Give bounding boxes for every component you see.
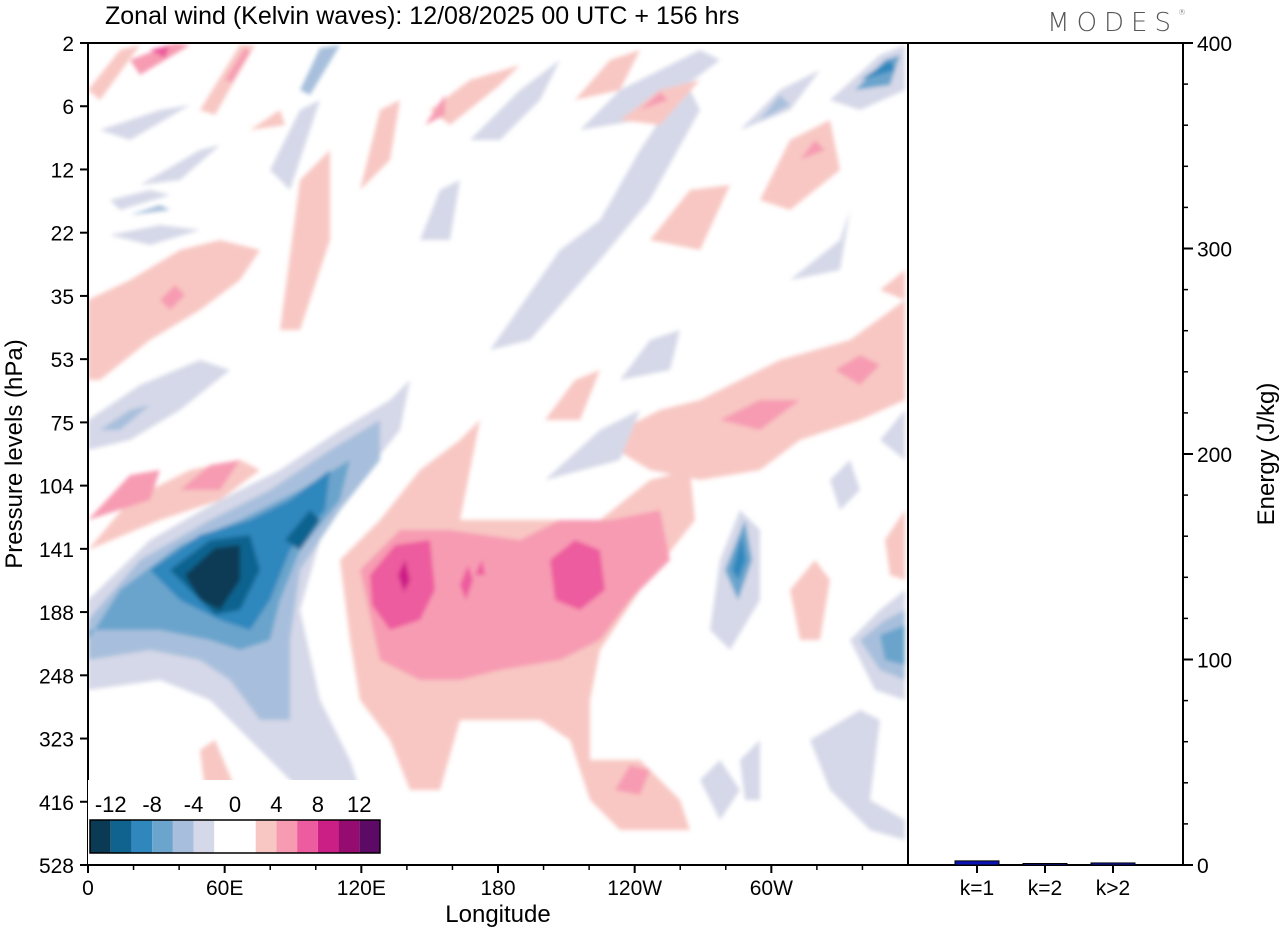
energy-tick-label: 400 <box>1197 33 1232 56</box>
energy-axis-label: Energy (J/kg) <box>1253 383 1280 526</box>
energy-tick-label: 200 <box>1197 444 1232 467</box>
y-tick-label: 323 <box>39 729 74 752</box>
colorbar-label: 12 <box>347 792 371 817</box>
colorbar-swatch <box>276 820 298 853</box>
y-axis-label: Pressure levels (hPa) <box>1 339 28 568</box>
colorbar-swatch <box>90 820 111 853</box>
colorbar-swatch <box>193 820 215 853</box>
energy-bar <box>954 860 1000 866</box>
mid-level-anomaly-bands <box>88 240 905 550</box>
colorbar-label: -4 <box>184 792 204 817</box>
energy-bars: k=1 k=2 k>2 <box>954 860 1136 900</box>
y-tick-label: 6 <box>62 96 74 119</box>
colorbar-label: -8 <box>142 792 162 817</box>
y-tick-label: 104 <box>39 476 74 499</box>
y-tick-label: 2 <box>62 33 74 56</box>
colorbar-label: 0 <box>229 792 241 817</box>
brand-mark: ® <box>1178 8 1186 18</box>
y-tick-label: 248 <box>39 665 74 688</box>
y-tick-label: 22 <box>51 223 74 246</box>
colorbar-label: -12 <box>95 792 127 817</box>
energy-bar <box>1090 862 1136 866</box>
energy-category-label: k=1 <box>960 877 994 900</box>
energy-category-label: k=2 <box>1028 877 1062 900</box>
eastern-pacific-contours <box>700 410 905 840</box>
x-tick-label: 120E <box>337 877 386 900</box>
colorbar-swatch <box>317 820 339 853</box>
longitude-axis: 0 60E 120E 180 120W 60W <box>82 865 864 900</box>
colorbar-frame <box>89 819 381 854</box>
brand-text: MODES <box>1047 8 1178 38</box>
modes-brand: MODES® <box>1047 8 1186 38</box>
easterly-jet-contours <box>88 380 410 820</box>
colorbar-label: 4 <box>270 792 282 817</box>
x-tick-label: 0 <box>82 877 94 900</box>
colorbar-swatch <box>131 820 153 853</box>
colorbar-swatch <box>214 820 235 853</box>
energy-bar <box>1022 863 1068 866</box>
x-tick-label: 60W <box>750 877 793 900</box>
colorbar-swatch <box>172 820 194 853</box>
colorbar-swatch <box>152 820 173 853</box>
colorbar-swatch <box>359 820 380 853</box>
energy-panel-frame <box>907 42 1184 866</box>
y-tick-label: 53 <box>51 349 74 372</box>
pressure-level-axis: 2 6 12 22 35 53 75 104 141 188 248 323 416 528 <box>39 33 88 878</box>
wind-contour-field <box>88 43 905 840</box>
x-axis-label: Longitude <box>445 901 550 928</box>
energy-tick-label: 100 <box>1197 650 1232 673</box>
energy-category-label: k>2 <box>1096 877 1130 900</box>
y-tick-label: 188 <box>39 602 74 625</box>
x-tick-label: 180 <box>480 877 515 900</box>
chart-title: Zonal wind (Kelvin waves): 12/08/2025 00… <box>105 2 739 30</box>
energy-axis: 0 100 200 300 400 <box>1183 33 1232 878</box>
y-tick-label: 12 <box>51 159 74 182</box>
y-tick-label: 141 <box>39 539 74 562</box>
energy-tick-label: 300 <box>1197 239 1232 262</box>
colorbar-legend: -12 -8 -4 0 4 8 12 <box>88 780 382 864</box>
colorbar-swatch <box>255 820 277 853</box>
energy-tick-label: 0 <box>1197 855 1209 878</box>
westerly-maximum-contours <box>200 420 695 840</box>
colorbar-swatch <box>338 820 360 853</box>
colorbar-swatch <box>110 820 132 853</box>
y-tick-label: 416 <box>39 792 74 815</box>
colorbar-swatch <box>235 820 256 853</box>
x-tick-label: 60E <box>206 877 243 900</box>
x-tick-label: 120W <box>607 877 662 900</box>
y-tick-label: 75 <box>51 412 74 435</box>
colorbar-swatch <box>297 820 318 853</box>
upper-level-anomaly-bands <box>88 43 905 350</box>
colorbar-label: 8 <box>312 792 324 817</box>
y-tick-label: 528 <box>39 855 74 878</box>
y-tick-label: 35 <box>51 286 74 309</box>
